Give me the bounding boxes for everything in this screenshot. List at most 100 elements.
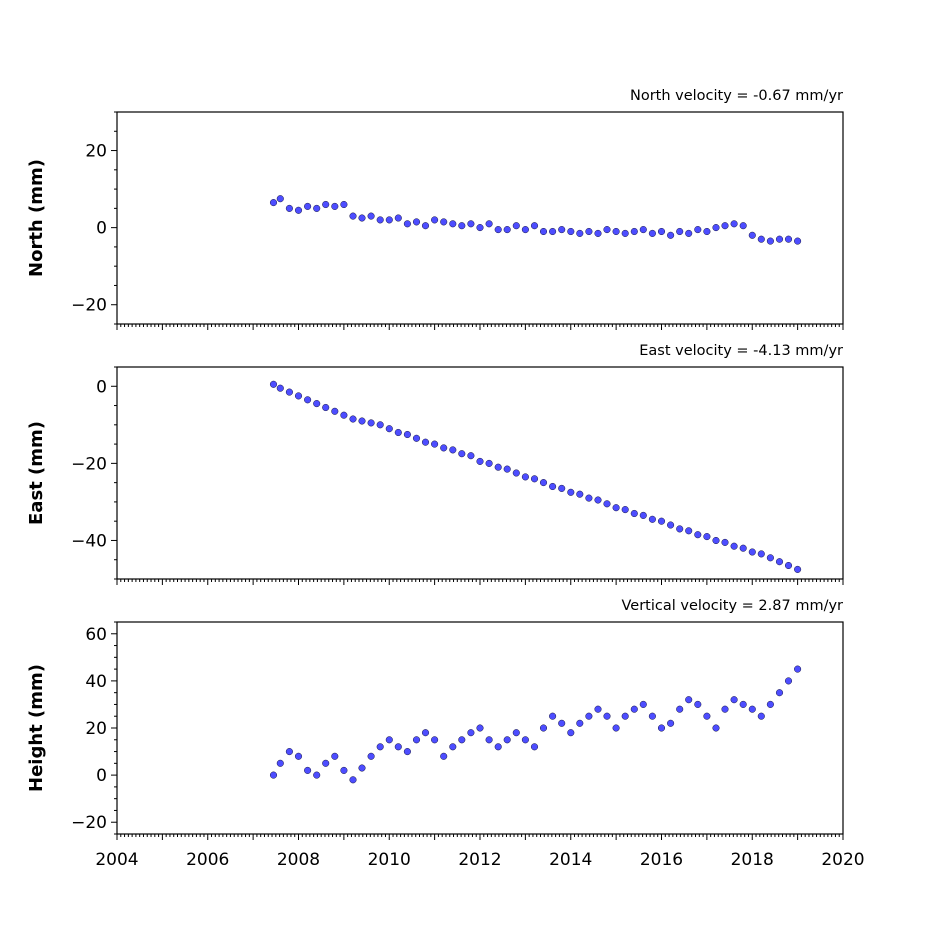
- height-ylabel: Height (mm): [26, 664, 47, 792]
- east-title: East velocity = -4.13 mm/yr: [639, 343, 843, 359]
- east-data-point: [721, 538, 729, 546]
- north-data-point: [567, 227, 575, 236]
- height-xtick-label: 2012: [458, 850, 501, 870]
- north-data-point: [304, 202, 312, 210]
- east-data-point: [685, 527, 693, 535]
- height-data-point: [630, 705, 638, 713]
- east-data-point: [394, 428, 402, 437]
- height-xtick-label: 2018: [731, 850, 774, 870]
- height-data-point: [621, 712, 629, 720]
- north-data-point: [603, 226, 611, 234]
- east-data-point: [676, 525, 684, 533]
- north-data-point: [549, 227, 557, 236]
- east-data-point: [539, 479, 548, 487]
- height-data-point: [340, 766, 348, 774]
- north-data-point: [331, 202, 339, 210]
- north-data-point: [340, 200, 348, 209]
- north-data-point: [676, 227, 684, 236]
- height-data-point: [530, 743, 539, 751]
- east-data-point: [349, 415, 357, 423]
- north-data-point: [376, 216, 384, 224]
- height-data-point: [304, 766, 312, 774]
- north-data-point: [685, 229, 693, 237]
- north-data-point: [639, 226, 647, 234]
- east-ylabel: East (mm): [26, 421, 47, 525]
- height-data-point: [358, 764, 366, 772]
- north-ytick-label: 0: [96, 219, 107, 239]
- east-data-point: [340, 411, 348, 419]
- east-data-point: [794, 565, 802, 573]
- north-data-point: [585, 227, 593, 236]
- north-data-point: [612, 227, 620, 236]
- height-data-point: [485, 736, 493, 744]
- height-data-point: [394, 743, 402, 751]
- north-data-point: [394, 214, 402, 222]
- east-data-point: [739, 544, 747, 552]
- east-data-point: [757, 550, 765, 558]
- east-data-point: [667, 521, 675, 529]
- height-ytick-label: 0: [96, 766, 107, 786]
- height-data-point: [685, 696, 693, 704]
- height-data-point: [549, 712, 557, 720]
- east-data-point: [449, 446, 457, 454]
- height-data-point: [567, 729, 575, 737]
- north-data-point: [440, 218, 448, 226]
- east-data-point: [313, 400, 321, 408]
- east-data-point: [276, 384, 284, 392]
- east-ytick-label: −40: [71, 531, 107, 551]
- height-data-point: [794, 665, 802, 673]
- east-data-point: [467, 452, 475, 460]
- height-data-point: [403, 748, 411, 756]
- height-ytick-label: 40: [85, 672, 107, 692]
- north-data-point: [721, 222, 729, 230]
- height-xtick-label: 2014: [549, 850, 592, 870]
- east-data-point: [703, 533, 711, 541]
- north-data-point: [694, 226, 702, 234]
- height-data-point: [331, 752, 339, 760]
- north-data-point: [530, 222, 539, 230]
- height-data-point: [757, 712, 765, 720]
- north-data-point: [712, 224, 720, 232]
- east-data-point: [421, 438, 430, 446]
- height-ytick-label: 20: [85, 719, 107, 739]
- height-xtick-label: 2010: [368, 850, 411, 870]
- height-data-point: [269, 771, 278, 779]
- height-data-point: [431, 736, 439, 744]
- height-data-point: [512, 729, 520, 737]
- east-data-point: [712, 536, 720, 545]
- east-data-point: [322, 403, 330, 412]
- east-data-point: [269, 380, 278, 388]
- east-data-point: [567, 488, 575, 496]
- north-data-point: [730, 220, 738, 228]
- height-data-point: [494, 743, 502, 751]
- north-data-point: [766, 237, 774, 245]
- height-data-point: [739, 700, 747, 708]
- height-ytick-label: 60: [85, 625, 107, 645]
- height-data-point: [458, 736, 466, 744]
- east-data-point: [549, 482, 557, 491]
- north-data-point: [476, 224, 484, 232]
- east-data-point: [558, 484, 566, 492]
- height-xtick-label: 2016: [640, 850, 683, 870]
- height-data-point: [585, 712, 593, 720]
- east-data-point: [476, 457, 484, 465]
- north-data-point: [521, 226, 529, 234]
- east-data-point: [485, 459, 493, 467]
- east-data-point: [766, 554, 774, 562]
- east-data-point: [612, 504, 620, 512]
- east-data-point: [285, 388, 293, 396]
- north-data-point: [748, 231, 756, 239]
- height-data-point: [775, 689, 784, 697]
- height-data-point: [313, 771, 321, 779]
- east-data-point: [621, 506, 629, 514]
- east-data-point: [331, 407, 339, 415]
- height-data-point: [421, 729, 430, 737]
- east-data-point: [657, 517, 666, 525]
- east-data-point: [385, 425, 393, 433]
- east-data-point: [358, 417, 366, 425]
- north-data-point: [458, 222, 466, 230]
- north-data-point: [269, 199, 278, 207]
- height-data-point: [576, 719, 584, 727]
- north-ytick-label: −20: [71, 296, 107, 316]
- north-data-point: [703, 227, 711, 236]
